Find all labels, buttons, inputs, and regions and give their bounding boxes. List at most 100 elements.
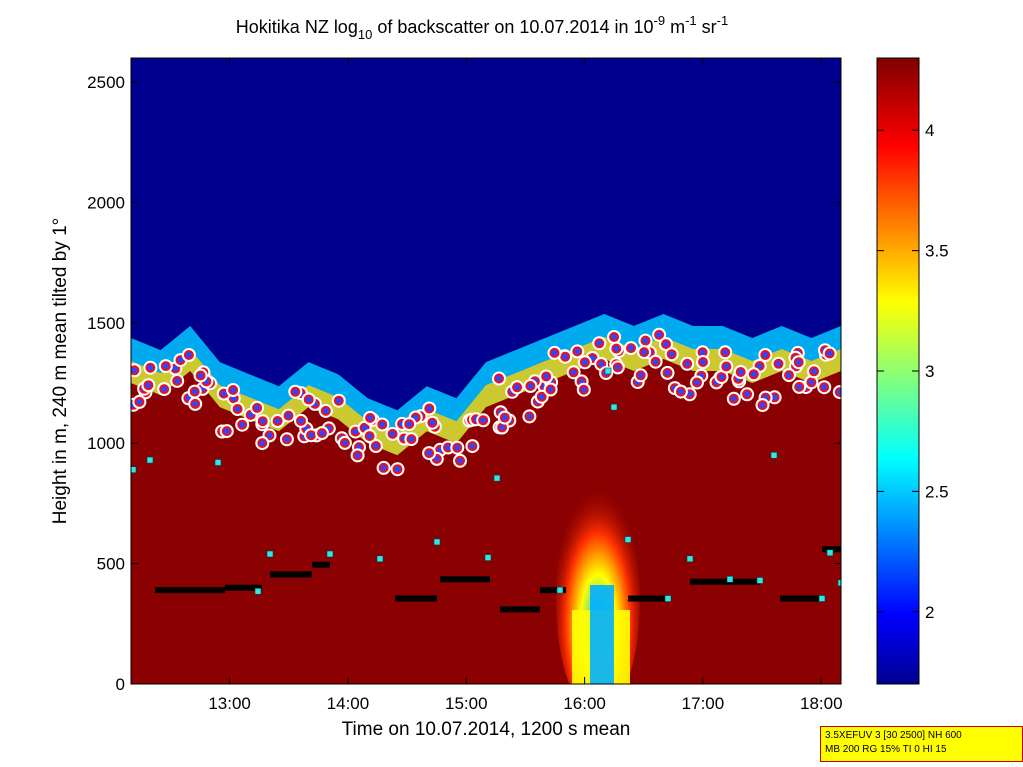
cloud-marker-core: [596, 340, 603, 347]
cloud-marker-core: [426, 405, 433, 412]
cloud-marker-core: [598, 361, 605, 367]
cyan-marker: [604, 367, 612, 375]
cloud-marker-core: [454, 444, 461, 451]
cloud-marker-core: [274, 418, 281, 424]
cloud-marker-core: [762, 352, 769, 358]
cloud-marker-core: [543, 373, 550, 380]
cloud-marker-core: [305, 396, 312, 403]
plot-area: [131, 58, 841, 684]
cloud-marker-core: [496, 375, 502, 382]
cyan-marker: [826, 549, 834, 557]
aerosol-layer-segment: [780, 595, 822, 602]
cyan-marker: [624, 536, 632, 543]
cloud-marker-core: [699, 349, 706, 356]
y-tick-label: 2000: [87, 193, 125, 212]
aerosol-layer-segment: [540, 587, 566, 594]
cyan-markers: [131, 367, 841, 602]
y-axis-label: Height in m, 240 m mean tilted by 1°: [50, 218, 71, 524]
cloud-marker-core: [501, 414, 508, 421]
cyan-marker: [686, 555, 694, 563]
y-axis-ticks: 0 500 1000 1500 2000 2500: [87, 73, 841, 694]
colorbar-tick-label: 3.5: [925, 242, 949, 261]
aerosol-layer-segment: [628, 595, 668, 602]
x-tick-label: 14:00: [327, 694, 370, 713]
x-tick-label: 15:00: [445, 694, 488, 713]
aerosol-layer-segment: [312, 561, 330, 568]
cyan-marker: [770, 451, 778, 459]
cloud-marker-core: [191, 388, 198, 395]
cloud-marker-core: [722, 349, 729, 356]
cloud-marker-core: [136, 398, 143, 405]
cloud-marker-core: [433, 455, 440, 462]
cloud-marker-core: [652, 358, 659, 365]
y-tick-label: 1000: [87, 434, 125, 453]
y-tick-label: 2500: [87, 73, 125, 92]
cloud-marker-core: [771, 394, 778, 401]
x-tick-label: 18:00: [800, 694, 843, 713]
cloud-marker-core: [480, 417, 487, 424]
cloud-marker-core: [581, 359, 588, 366]
cloud-marker-core: [379, 421, 386, 428]
cloud-marker-core: [750, 371, 757, 378]
info-line-2: MB 200 RG 15% TI 0 HI 15: [825, 744, 947, 755]
cyan-marker: [837, 579, 841, 587]
cloud-marker-core: [292, 388, 299, 395]
cloud-marker-core: [352, 428, 359, 435]
cloud-marker-core: [737, 369, 744, 375]
cloud-marker-core: [394, 466, 401, 473]
cloud-marker-core: [247, 411, 254, 418]
cloud-marker-core: [499, 424, 506, 431]
cloud-marker-core: [230, 387, 237, 393]
cloud-marker-core: [162, 363, 169, 370]
y-tick-label: 1500: [87, 314, 125, 333]
cloud-marker-core: [775, 360, 782, 367]
x-axis-label: Time on 10.07.2014, 1200 s mean: [342, 719, 631, 740]
cloud-marker-core: [811, 368, 817, 375]
cyan-marker: [493, 474, 501, 482]
y-tick-label: 0: [116, 675, 125, 694]
cloud-marker-core: [756, 363, 763, 369]
cloud-marker-core: [527, 383, 534, 389]
cyan-marker: [254, 588, 262, 595]
cloud-marker-core: [796, 383, 803, 390]
colorbar-tick-label: 2.5: [925, 482, 949, 501]
cyan-marker: [610, 403, 618, 411]
cloud-marker-core: [730, 395, 737, 402]
cloud-marker-core: [367, 414, 374, 421]
cloud-marker-core: [197, 372, 204, 379]
axes-frame: [130, 57, 842, 685]
cloud-layer-markers: [131, 327, 841, 477]
settings-info-box: 3.5XEFUV 3 [30 2500] NH 600 MB 200 RG 15…: [820, 726, 1023, 762]
cloud-marker-core: [389, 430, 396, 437]
cloud-marker-core: [826, 350, 833, 357]
cloud-marker-core: [637, 372, 644, 379]
cloud-marker-core: [611, 334, 618, 340]
cyan-marker: [664, 595, 672, 602]
cyan-marker: [818, 595, 826, 602]
cloud-marker-core: [551, 349, 558, 356]
cloud-marker-core: [808, 379, 815, 386]
cloud-marker-core: [514, 384, 521, 391]
x-tick-label: 16:00: [563, 694, 606, 713]
cloud-marker-core: [380, 464, 387, 471]
cloud-marker-core: [145, 382, 152, 389]
cloud-marker-core: [429, 419, 436, 426]
cloud-marker-core: [372, 443, 379, 449]
cloud-marker-core: [574, 348, 581, 355]
cloud-marker-core: [147, 364, 154, 371]
cloud-marker-core: [354, 452, 361, 459]
colorbar-tick-label: 4: [925, 121, 934, 140]
cloud-marker-core: [298, 417, 304, 424]
aerosol-layer-segment: [822, 546, 841, 553]
cloud-marker-core: [408, 436, 415, 443]
cyan-marker: [376, 555, 384, 563]
aerosol-layer-segment: [440, 576, 490, 583]
cloud-marker-core: [426, 450, 433, 457]
cloud-marker-core: [445, 444, 451, 451]
cyan-marker: [214, 459, 222, 466]
cloud-marker-core: [684, 360, 691, 367]
cloud-marker-core: [234, 406, 241, 412]
x-axis-ticks: 13:00 14:00 15:00 16:00 17:00 18:00: [208, 58, 843, 713]
cloud-marker-core: [628, 345, 634, 352]
cloud-marker-core: [759, 402, 766, 409]
